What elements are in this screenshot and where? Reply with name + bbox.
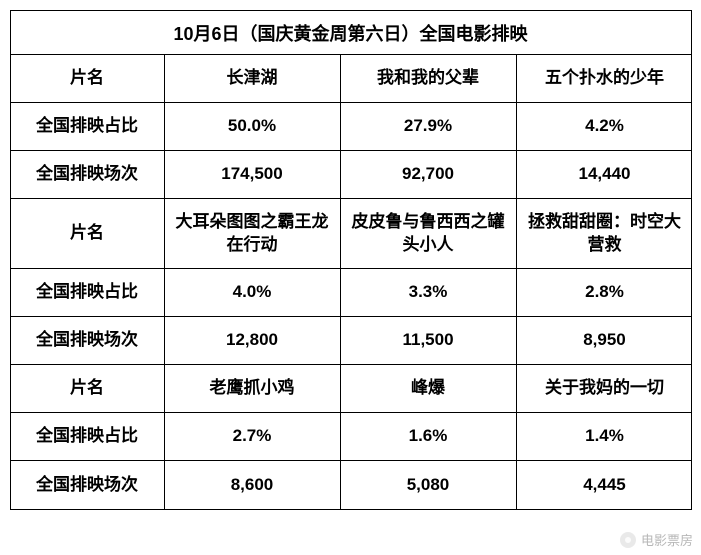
- film-name-row: 片名老鹰抓小鸡峰爆关于我妈的一切: [11, 365, 691, 413]
- film-name-cell: 大耳朵图图之霸王龙在行动: [165, 199, 341, 268]
- row-label-share: 全国排映占比: [11, 269, 165, 316]
- sessions-row: 全国排映场次174,50092,70014,440: [11, 151, 691, 199]
- share-cell: 3.3%: [341, 269, 517, 316]
- share-cell: 1.4%: [517, 413, 693, 460]
- film-name-cell: 长津湖: [165, 55, 341, 102]
- share-cell: 2.8%: [517, 269, 693, 316]
- row-label-sessions: 全国排映场次: [11, 461, 165, 509]
- sessions-row: 全国排映场次8,6005,0804,445: [11, 461, 691, 509]
- sessions-cell: 14,440: [517, 151, 693, 198]
- movie-schedule-table: 10月6日（国庆黄金周第六日）全国电影排映 片名长津湖我和我的父辈五个扑水的少年…: [10, 10, 692, 510]
- sessions-cell: 8,600: [165, 461, 341, 509]
- row-label-film-name: 片名: [11, 365, 165, 412]
- share-row: 全国排映占比2.7%1.6%1.4%: [11, 413, 691, 461]
- share-cell: 4.2%: [517, 103, 693, 150]
- share-cell: 4.0%: [165, 269, 341, 316]
- share-cell: 50.0%: [165, 103, 341, 150]
- film-name-cell: 关于我妈的一切: [517, 365, 693, 412]
- sessions-cell: 5,080: [341, 461, 517, 509]
- share-cell: 27.9%: [341, 103, 517, 150]
- sessions-cell: 8,950: [517, 317, 693, 364]
- film-name-cell: 老鹰抓小鸡: [165, 365, 341, 412]
- row-label-film-name: 片名: [11, 55, 165, 102]
- watermark-text: 电影票房: [641, 530, 693, 549]
- sessions-cell: 174,500: [165, 151, 341, 198]
- watermark: 电影票房: [619, 530, 693, 549]
- row-label-share: 全国排映占比: [11, 103, 165, 150]
- watermark-icon: [619, 531, 637, 549]
- sessions-cell: 4,445: [517, 461, 693, 509]
- share-row: 全国排映占比50.0%27.9%4.2%: [11, 103, 691, 151]
- table-title: 10月6日（国庆黄金周第六日）全国电影排映: [11, 11, 691, 55]
- film-name-cell: 拯救甜甜圈：时空大营救: [517, 199, 693, 268]
- share-cell: 2.7%: [165, 413, 341, 460]
- film-name-row: 片名大耳朵图图之霸王龙在行动皮皮鲁与鲁西西之罐头小人拯救甜甜圈：时空大营救: [11, 199, 691, 269]
- row-label-sessions: 全国排映场次: [11, 151, 165, 198]
- row-label-sessions: 全国排映场次: [11, 317, 165, 364]
- film-name-cell: 我和我的父辈: [341, 55, 517, 102]
- sessions-cell: 92,700: [341, 151, 517, 198]
- share-cell: 1.6%: [341, 413, 517, 460]
- film-name-cell: 皮皮鲁与鲁西西之罐头小人: [341, 199, 517, 268]
- film-name-cell: 峰爆: [341, 365, 517, 412]
- row-label-film-name: 片名: [11, 199, 165, 268]
- sessions-cell: 12,800: [165, 317, 341, 364]
- film-name-cell: 五个扑水的少年: [517, 55, 693, 102]
- sessions-cell: 11,500: [341, 317, 517, 364]
- film-name-row: 片名长津湖我和我的父辈五个扑水的少年: [11, 55, 691, 103]
- share-row: 全国排映占比4.0%3.3%2.8%: [11, 269, 691, 317]
- row-label-share: 全国排映占比: [11, 413, 165, 460]
- sessions-row: 全国排映场次12,80011,5008,950: [11, 317, 691, 365]
